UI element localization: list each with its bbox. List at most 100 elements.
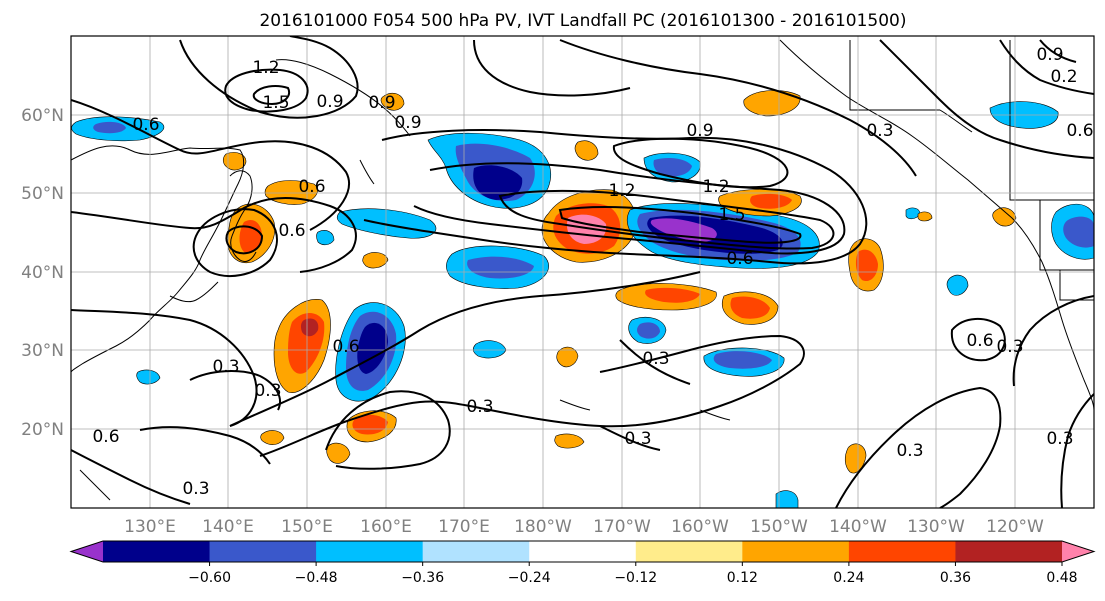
shade-region [93,121,126,134]
lon-label: 160°W [671,517,729,537]
colorbar-tick-label: −0.60 [188,570,231,586]
colorbar-tick-label: −0.48 [295,570,338,586]
shade-region [750,193,792,209]
contour-label: 0.3 [466,397,493,417]
contour-label: 0.3 [182,479,209,499]
colorbar-tick-label: 0.48 [1046,570,1077,586]
contour-label: 1.5 [718,205,745,225]
shade-region [467,256,534,279]
colorbar-tick-label: 0.24 [833,570,864,586]
figure-title: 2016101000 F054 500 hPa PV, IVT Landfall… [259,11,906,31]
shade-region [574,140,599,161]
contour-label: 0.3 [1046,429,1073,449]
colorbar-extend-low [71,541,103,562]
shade-region [473,165,523,200]
pv-contours [71,36,1094,508]
coastlines [71,39,1094,501]
shade-region [653,158,692,177]
contour-label: 1.2 [702,177,729,197]
contour-label: 1.2 [252,58,279,78]
colorbar: −0.60 −0.48 −0.36 −0.24 −0.12 0.12 0.24 0.36 0.4… [69,540,1096,586]
contour-label: 0.6 [726,249,753,269]
contour-label: 1.2 [608,181,635,201]
shade-region [743,90,801,117]
contour-label: 0.6 [298,177,325,197]
colorbar-segment [529,541,637,562]
contour-label: 0.6 [278,221,305,241]
contour-label: 1.5 [262,93,289,113]
shade-region [556,346,579,368]
shade-region [326,442,351,464]
lon-label: 150°W [750,517,808,537]
lon-label: 170°E [438,517,490,537]
shade-region [352,414,388,435]
map-area: 1.2 1.5 0.9 0.6 0.9 0.6 0.6 0.9 0.3 0.9 … [70,35,1095,509]
contour-label: 0.9 [394,113,421,133]
contour-label: 0.3 [624,429,651,449]
contour-label: 0.6 [132,115,159,135]
contour-label: 0.9 [1036,45,1063,65]
contour-label: 0.6 [1066,121,1093,141]
colorbar-segment [422,541,530,562]
shade-region [637,322,660,339]
lon-label: 130°W [907,517,965,537]
contour-label: 0.3 [996,337,1023,357]
lat-label: 50°N [21,184,64,204]
shade-region [645,287,700,303]
map-frame [70,35,1095,509]
colorbar-segment [209,541,317,562]
colorbar-segment [103,541,211,562]
colorbar-tick-label: −0.12 [614,570,657,586]
latitude-labels: 60°N 50°N 40°N 30°N 20°N [21,106,64,440]
shade-region [992,207,1017,227]
colorbar-tick-label: −0.24 [508,570,551,586]
shade-region [917,211,933,222]
lat-label: 60°N [21,106,64,126]
contour-label: 0.9 [686,121,713,141]
shade-region [775,490,799,508]
lon-label: 180°W [514,517,572,537]
shade-region [316,230,335,246]
contour-label: 0.9 [368,93,395,113]
shade-region [239,219,262,254]
lon-label: 140°W [829,517,887,537]
shade-region [336,208,437,239]
contour-label: 0.3 [254,381,281,401]
shade-region [136,369,161,385]
lon-label: 140°E [202,517,254,537]
lon-label: 160°E [360,517,412,537]
colorbar-tick-label: −0.36 [401,570,444,586]
shade-region [554,433,585,449]
contour-label: 0.3 [642,349,669,369]
lon-label: 170°W [593,517,651,537]
lon-label: 150°E [281,517,333,537]
colorbar-tick-label: 0.12 [727,570,758,586]
shade-region [713,351,772,369]
contour-labels: 1.2 1.5 0.9 0.6 0.9 0.6 0.6 0.9 0.3 0.9 … [92,45,1093,499]
contour-label: 0.3 [896,441,923,461]
shade-region [380,92,405,111]
contour-label: 0.6 [966,331,993,351]
lat-label: 30°N [21,341,64,361]
colorbar-extend-high [1062,541,1094,562]
contour-label: 0.6 [92,427,119,447]
contour-label: 0.6 [332,337,359,357]
contour-label: 0.3 [866,121,893,141]
shade-region [260,430,285,445]
lon-label: 130°E [124,517,176,537]
colorbar-tick-label: 0.36 [940,570,971,586]
longitude-labels: 130°E 140°E 150°E 160°E 170°E 180°W 170°… [124,517,1044,537]
shade-region [1063,216,1094,248]
shade-region [222,152,247,171]
colorbar-segment [955,541,1063,562]
contour-label: 0.2 [1050,67,1077,87]
colorbar-segment [848,541,956,562]
shade-region [730,296,770,319]
contour-label: 0.3 [212,357,239,377]
shade-region [946,274,969,296]
shading-layer [71,90,1094,508]
lat-label: 20°N [21,420,64,440]
shade-region [855,249,878,282]
colorbar-outline [69,540,1096,563]
